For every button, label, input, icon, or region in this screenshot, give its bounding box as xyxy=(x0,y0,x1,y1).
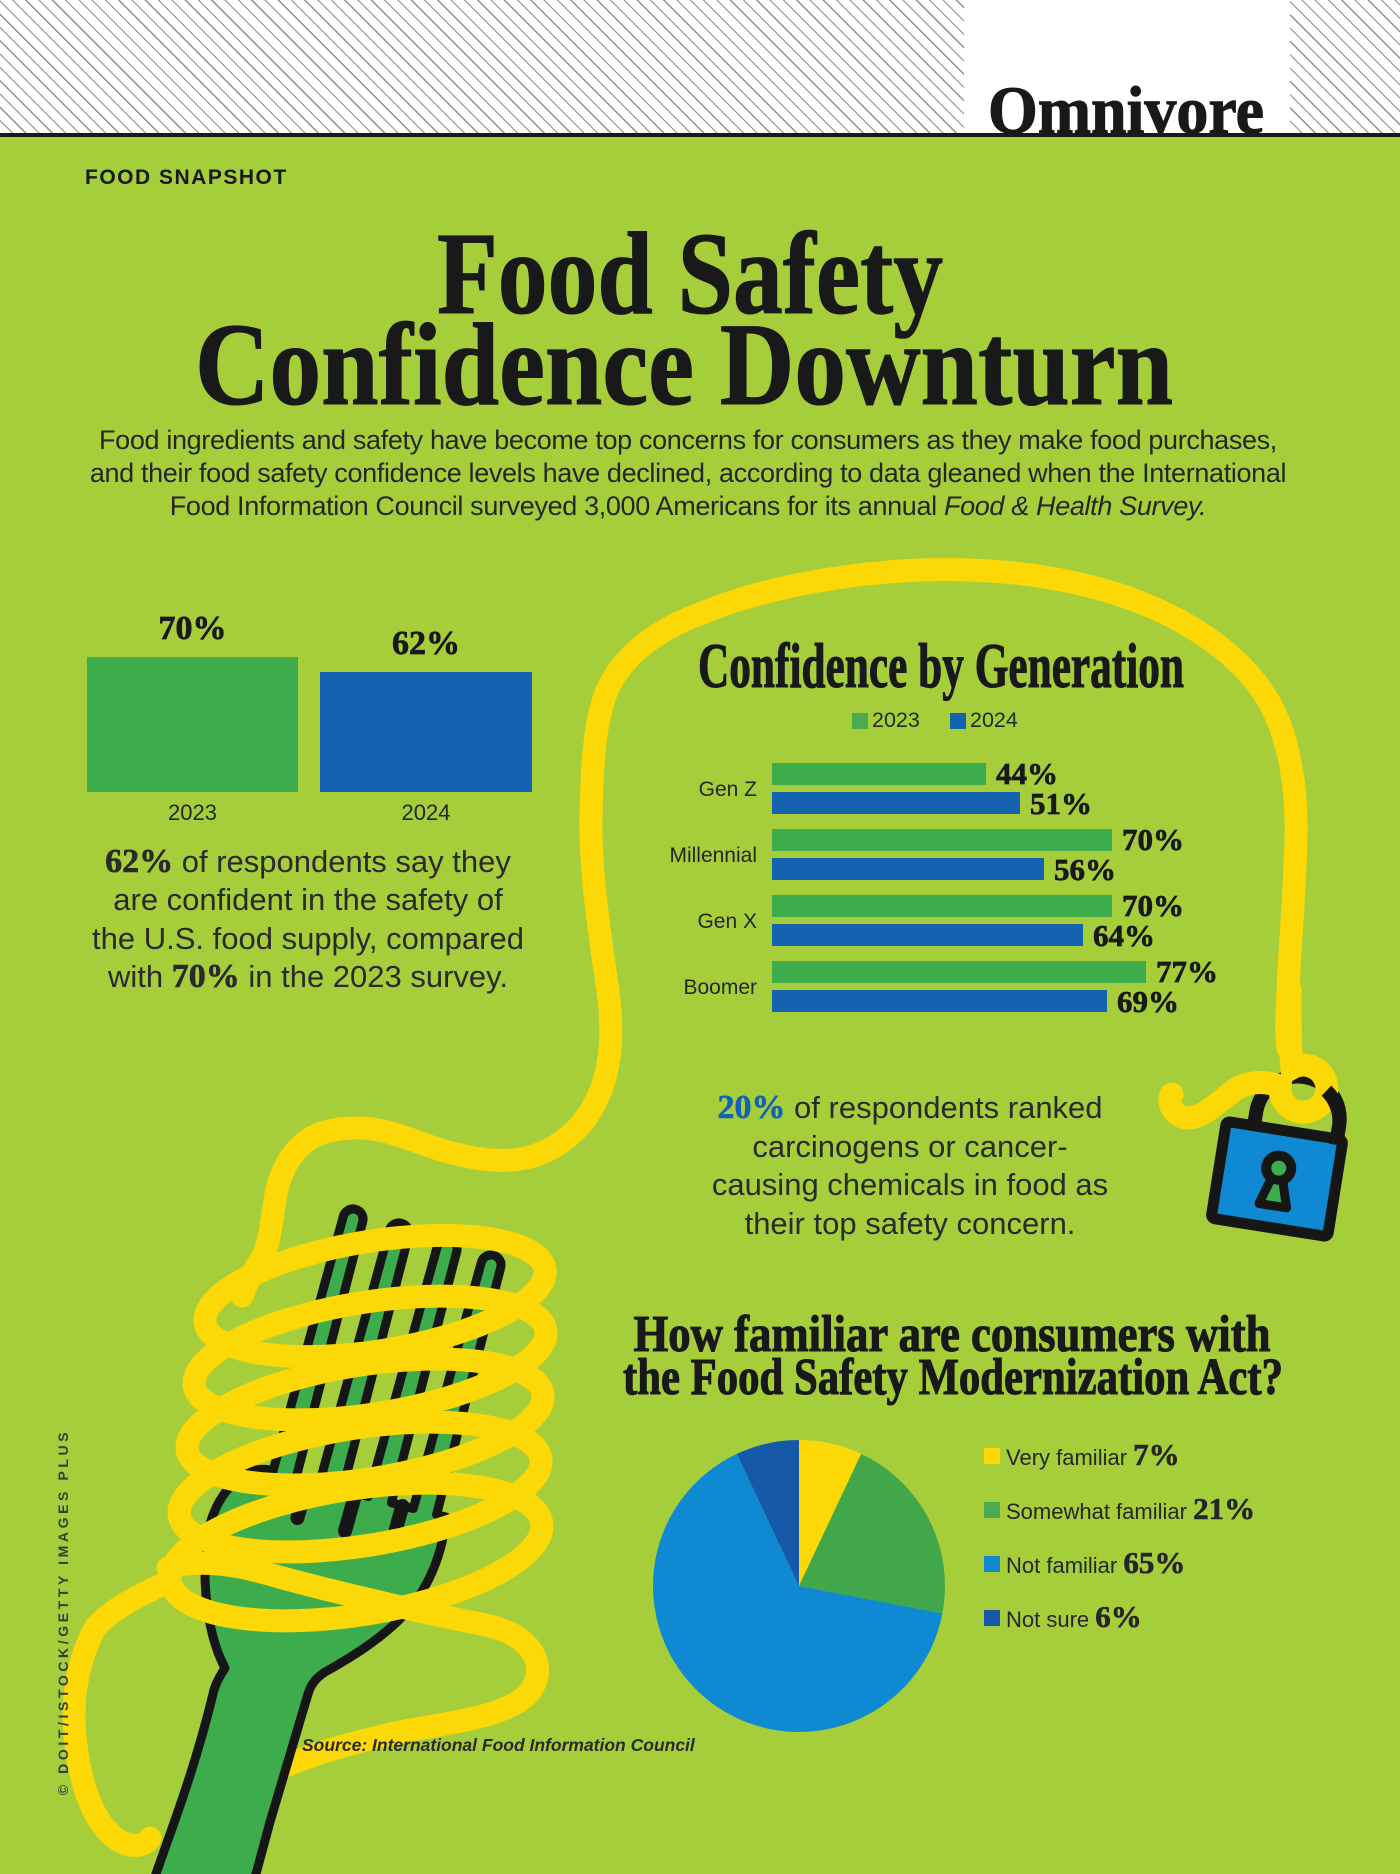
svg-text:Omnivore: Omnivore xyxy=(988,72,1264,133)
svg-text:How familiar are consumers wit: How familiar are consumers with xyxy=(634,1306,1271,1363)
svg-text:Food Safety: Food Safety xyxy=(437,208,943,339)
svg-text:the Food Safety Modernization: the Food Safety Modernization Act? xyxy=(623,1349,1283,1406)
svg-text:Confidence by Generation: Confidence by Generation xyxy=(698,631,1184,701)
svg-text:Confidence Downturn: Confidence Downturn xyxy=(195,299,1173,430)
